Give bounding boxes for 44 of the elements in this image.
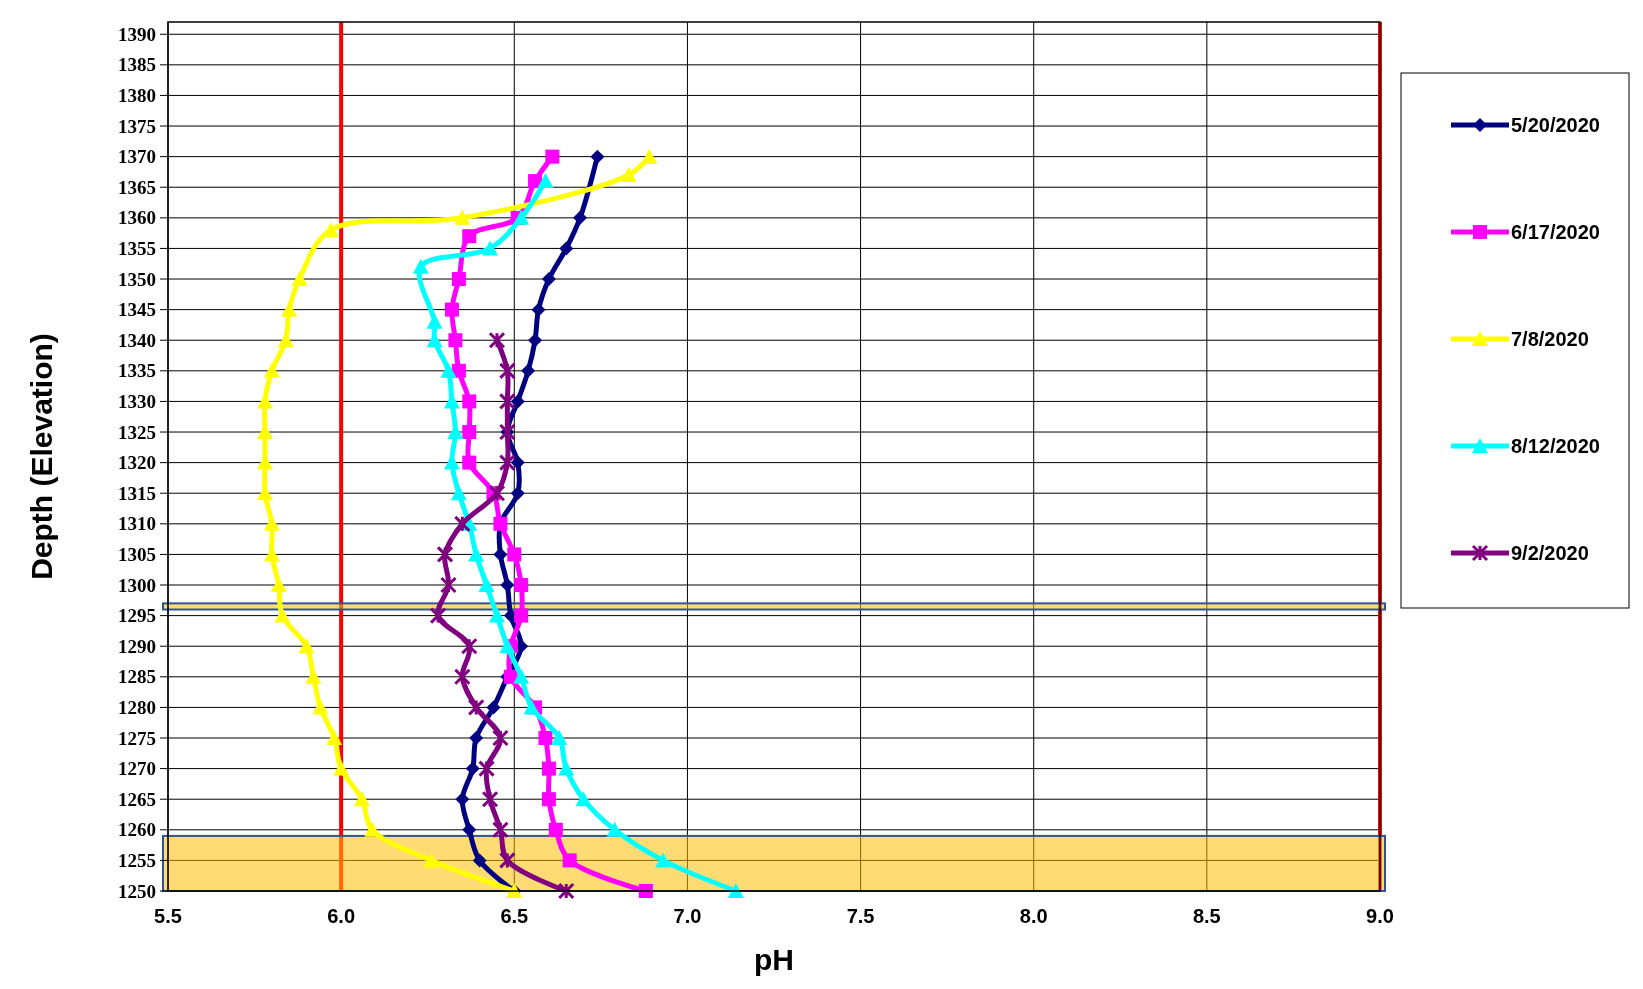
y-tick-label: 1285 <box>118 666 156 688</box>
y-tick-label: 1355 <box>118 238 156 260</box>
y-tick-label: 1280 <box>118 697 156 719</box>
x-tick-label: 7.5 <box>846 905 875 927</box>
x-axis-title: pH <box>754 943 794 976</box>
x-tick-label: 6.5 <box>500 905 529 927</box>
y-tick-label: 1380 <box>118 85 156 107</box>
y-tick-label: 1290 <box>118 635 156 657</box>
legend-label: 7/8/2020 <box>1511 328 1589 350</box>
y-tick-label: 1305 <box>118 544 156 566</box>
y-tick-label: 1320 <box>118 452 156 474</box>
y-tick-label: 1310 <box>118 513 156 535</box>
x-tick-label: 8.5 <box>1192 905 1221 927</box>
legend-label: 9/2/2020 <box>1511 542 1589 564</box>
y-tick-label: 1250 <box>118 880 156 902</box>
y-tick-label: 1260 <box>118 819 156 841</box>
y-tick-label: 1255 <box>118 850 156 872</box>
y-tick-label: 1325 <box>118 421 156 443</box>
y-tick-label: 1385 <box>118 54 156 76</box>
y-tick-label: 1270 <box>118 758 156 780</box>
y-tick-label: 1345 <box>118 299 156 321</box>
x-tick-label: 5.5 <box>154 905 182 927</box>
y-tick-label: 1340 <box>118 329 156 351</box>
x-tick-label: 8.0 <box>1019 905 1048 927</box>
y-tick-label: 1335 <box>118 360 156 382</box>
y-axis-title: Depth (Elevation) <box>25 333 58 580</box>
y-tick-label: 1350 <box>118 268 156 290</box>
y-tick-label: 1275 <box>118 727 156 749</box>
x-tick-label: 6.0 <box>327 905 356 927</box>
y-tick-label: 1295 <box>118 605 156 627</box>
y-tick-label: 1370 <box>118 146 156 168</box>
x-tick-label: 7.0 <box>673 905 702 927</box>
y-tick-label: 1265 <box>118 788 156 810</box>
y-tick-label: 1330 <box>118 391 156 413</box>
y-tick-label: 1365 <box>118 176 156 198</box>
y-tick-label: 1315 <box>118 482 156 504</box>
legend-label: 8/12/2020 <box>1511 435 1600 457</box>
y-tick-label: 1375 <box>118 115 156 137</box>
x-tick-label: 9.0 <box>1366 905 1394 927</box>
legend-label: 6/17/2020 <box>1511 221 1600 243</box>
legend-label: 5/20/2020 <box>1511 114 1600 136</box>
y-tick-label: 1360 <box>118 207 156 229</box>
y-tick-label: 1300 <box>118 574 156 596</box>
y-tick-label: 1390 <box>118 23 156 45</box>
